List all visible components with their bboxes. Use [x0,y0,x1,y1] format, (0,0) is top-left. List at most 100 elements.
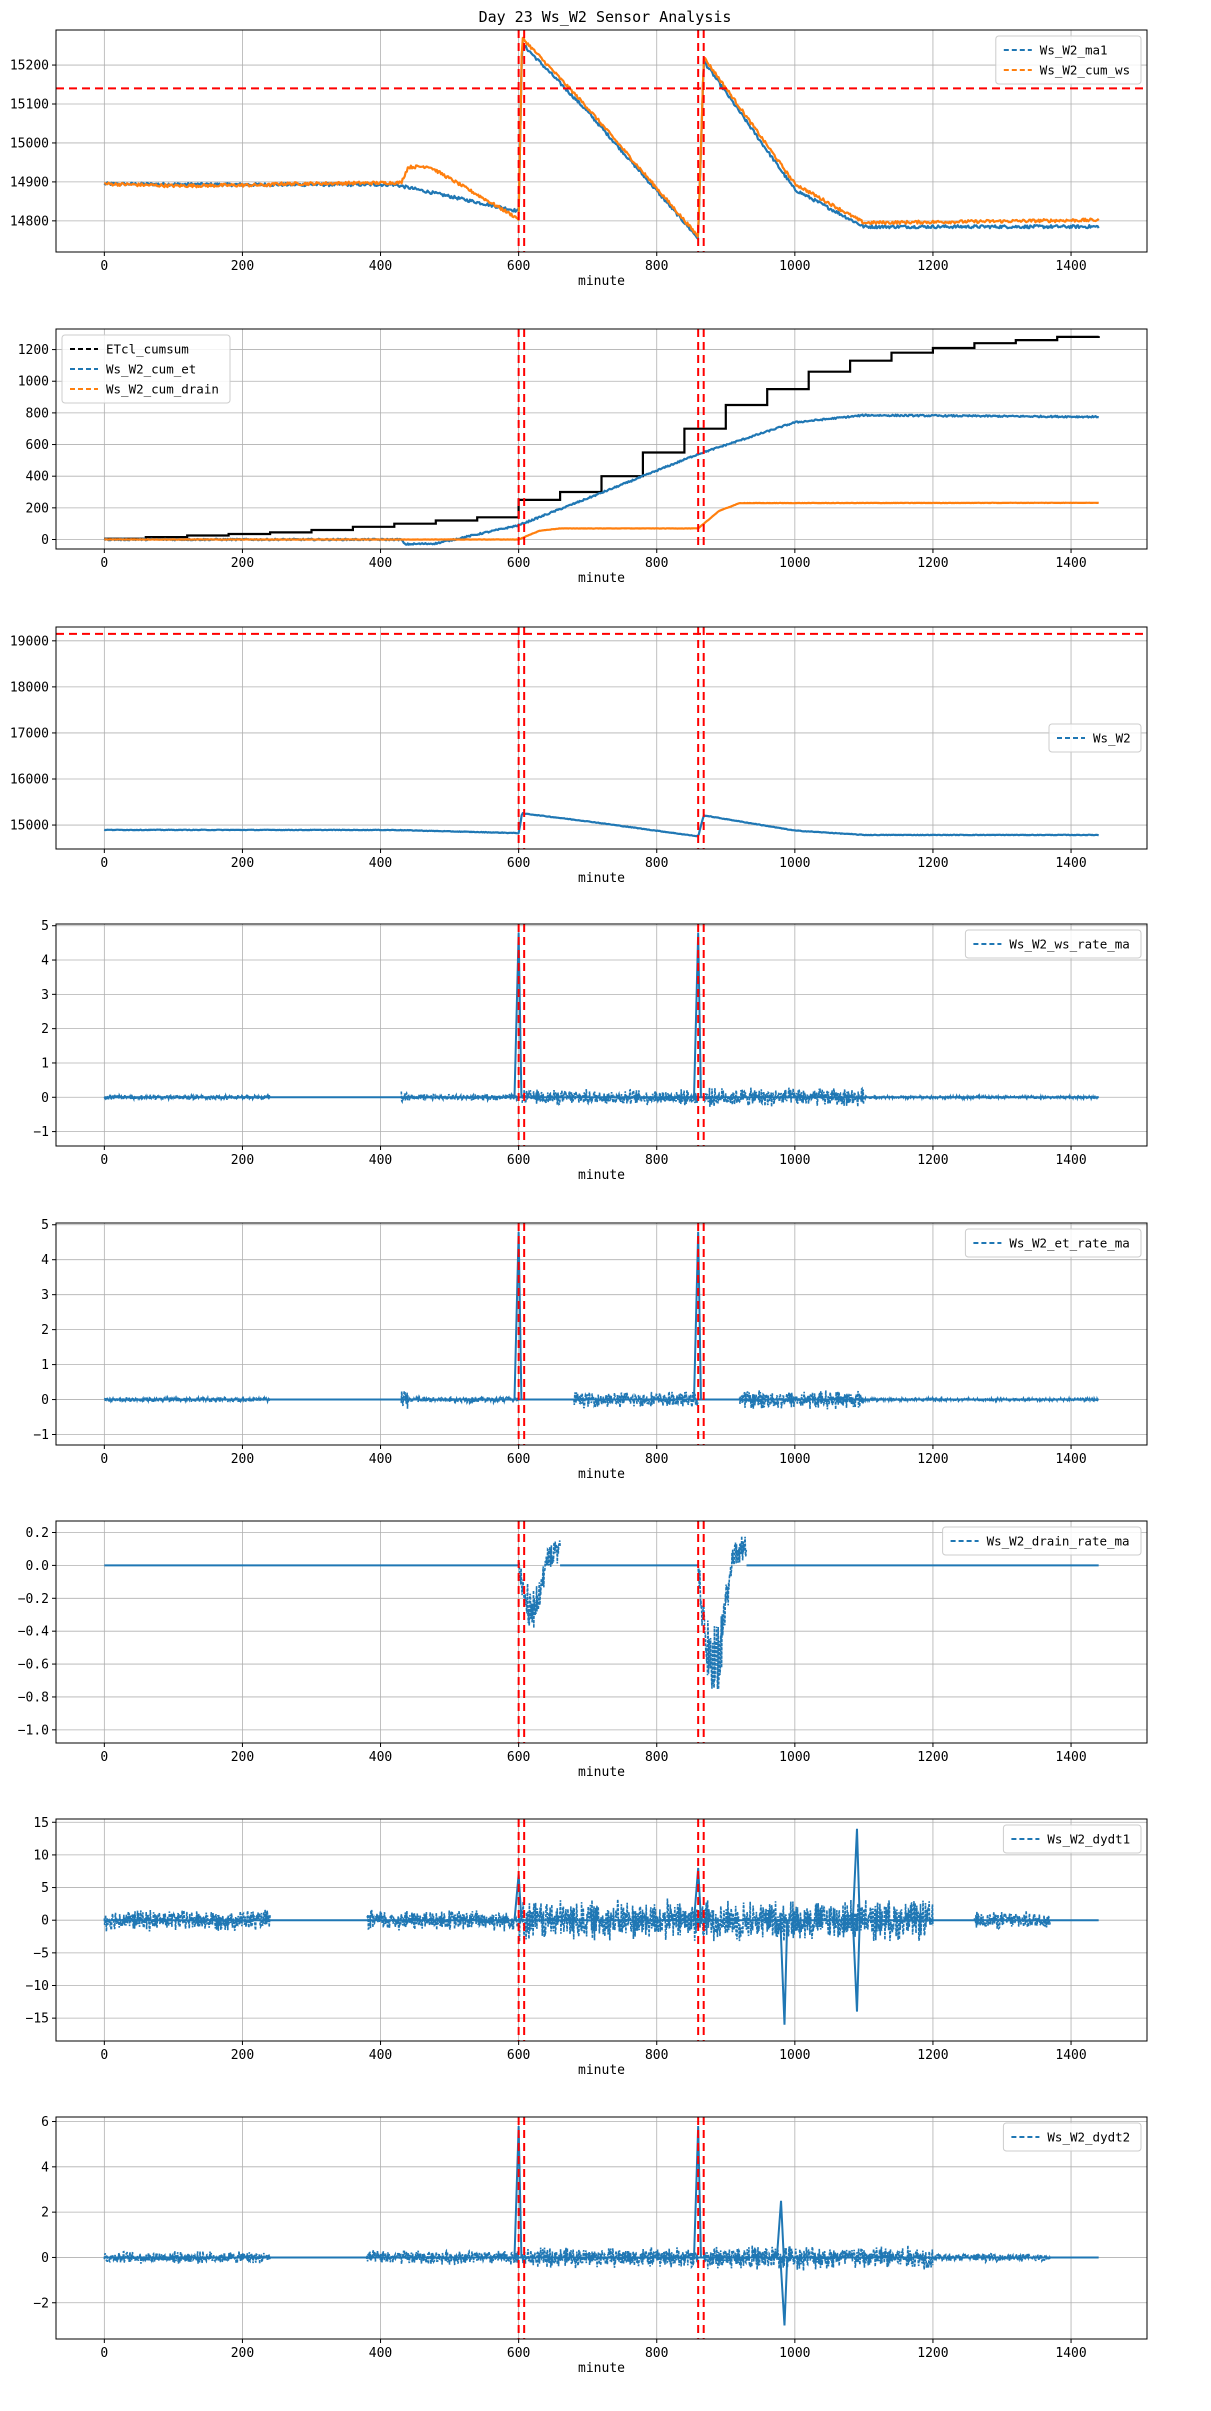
x-tick-label: 800 [645,1153,668,1168]
series-spike [693,1867,702,1921]
x-tick-label: 200 [231,856,254,871]
y-tick-label: −0.6 [18,1658,49,1673]
x-axis-label: minute [578,571,625,586]
y-tick-label: 200 [26,501,49,516]
x-tick-label: 1200 [917,1750,948,1765]
x-tick-label: 0 [100,856,108,871]
x-tick-label: 400 [369,1750,392,1765]
series-noise [702,2245,934,2271]
x-tick-label: 0 [100,556,108,571]
series-line [103,812,1099,838]
series-spike [693,1231,702,1400]
plot-area [103,1223,1100,1445]
x-tick-label: 600 [507,2048,530,2063]
y-axis: −1 0 1 2 3 4 5 [33,919,56,1140]
x-tick-label: 1000 [779,1153,810,1168]
legend-box [995,35,1142,85]
y-axis: −2 0 2 4 6 [33,2115,56,2311]
series-spike [693,932,702,1098]
axes-frame [55,923,1148,1147]
legend: Ws_W2_et_rate_ma [964,1228,1142,1258]
y-tick-label: 0 [41,1914,49,1929]
series-dip [517,1540,561,1629]
x-tick-label: 400 [369,1153,392,1168]
subplot-2: 0 200 400 600 800 1000 1200 1400 minute 0 200 400 60… [18,328,1148,586]
x-tick-label: 1000 [779,1452,810,1467]
x-tick-label: 1200 [917,2048,948,2063]
series-spike [851,1920,861,2012]
y-tick-label: 17000 [10,726,49,741]
y-tick-label: 1 [41,1056,49,1071]
series-spike [851,1828,861,1921]
y-tick-label: −0.4 [18,1625,49,1640]
series-spike [513,1231,523,1400]
legend-label: Ws_W2_cum_et [106,362,196,377]
y-axis: 14800 14900 15000 15100 15200 [10,59,56,229]
series-noise [973,1910,1051,1931]
x-tick-label: 400 [369,556,392,571]
series-Ws_W2_cum_drain [104,501,1099,541]
x-tick-label: 800 [645,1452,668,1467]
x-tick-label: 400 [369,2346,392,2361]
plot-area [103,329,1100,549]
y-tick-label: 16000 [10,772,49,787]
legend: Ws_W2_ws_rate_ma [964,929,1142,959]
series-noise [400,1391,409,1409]
y-axis: 0 200 400 600 800 1000 1200 [18,343,56,548]
x-tick-label: 0 [100,2346,108,2361]
x-tick-label: 1000 [779,556,810,571]
axes-frame [55,1520,1148,1744]
x-tick-label: 1400 [1055,259,1086,274]
y-tick-label: 4 [41,1253,49,1268]
subplot-6: 0 200 400 600 800 1000 1200 1400minute−1.0−0.8−… [18,1520,1148,1780]
plot-area [56,30,1147,252]
y-tick-label: 5 [41,1218,49,1233]
legend-label: Ws_W2_ws_rate_ma [1009,937,1129,952]
series-Ws_W2_ma1 [103,41,1100,240]
legend: Ws_W2_drain_rate_ma [942,1526,1142,1556]
y-tick-label: 3 [41,988,49,1003]
x-tick-label: 1000 [779,856,810,871]
x-tick-label: 1000 [779,2048,810,2063]
legend: ETcl_cumsum Ws_W2_cum_et Ws_W2_cum_drain [61,334,231,404]
x-axis-label: minute [578,2361,625,2376]
y-tick-label: 0.2 [26,1526,49,1541]
y-axis: −15 −10 −5 0 5 10 15 [26,1816,56,2027]
y-tick-label: 15000 [10,819,49,834]
grid [56,2117,1147,2339]
series-Ws_W2_cum_ws [104,36,1100,238]
subplot-3: 0 200 400 600 800 1000 1200 1400 minute 15000 1600… [10,626,1148,886]
series-noise [103,2250,271,2265]
x-tick-label: 0 [100,1750,108,1765]
y-tick-label: 0 [41,1393,49,1408]
axes-frame [55,328,1148,550]
y-tick-label: 800 [26,406,49,421]
y-tick-label: 18000 [10,680,49,695]
x-axis: 0 200 400 600 800 1000 1200 1400 minute [100,1743,1087,1780]
x-tick-label: 600 [507,259,530,274]
series-spike [775,2200,785,2258]
legend-box [964,929,1142,959]
x-tick-label: 1000 [779,2346,810,2361]
series-noise [365,2248,520,2266]
x-tick-label: 200 [231,259,254,274]
series-noise [702,1086,865,1107]
series-noise [521,1088,699,1106]
plot-area [56,627,1147,849]
y-tick-label: 6 [41,2115,49,2130]
x-tick-label: 1000 [779,259,810,274]
series-spike [779,2257,789,2326]
x-axis-label: minute [578,2063,625,2078]
y-tick-label: −0.8 [18,1690,49,1705]
series-noise [400,1091,409,1105]
plot-area [103,1819,1099,2041]
y-tick-label: −1.0 [18,1723,49,1738]
y-tick-label: −1 [33,1125,49,1140]
series-noise [517,1898,934,1942]
y-tick-label: 5 [41,1881,49,1896]
series-ETcl_cumsum [104,335,1100,540]
x-tick-label: 400 [369,259,392,274]
legend-box [1002,1824,1142,1854]
legend-label: Ws_W2_cum_drain [106,382,219,397]
legend-label: Ws_W2_drain_rate_ma [987,1534,1130,1549]
